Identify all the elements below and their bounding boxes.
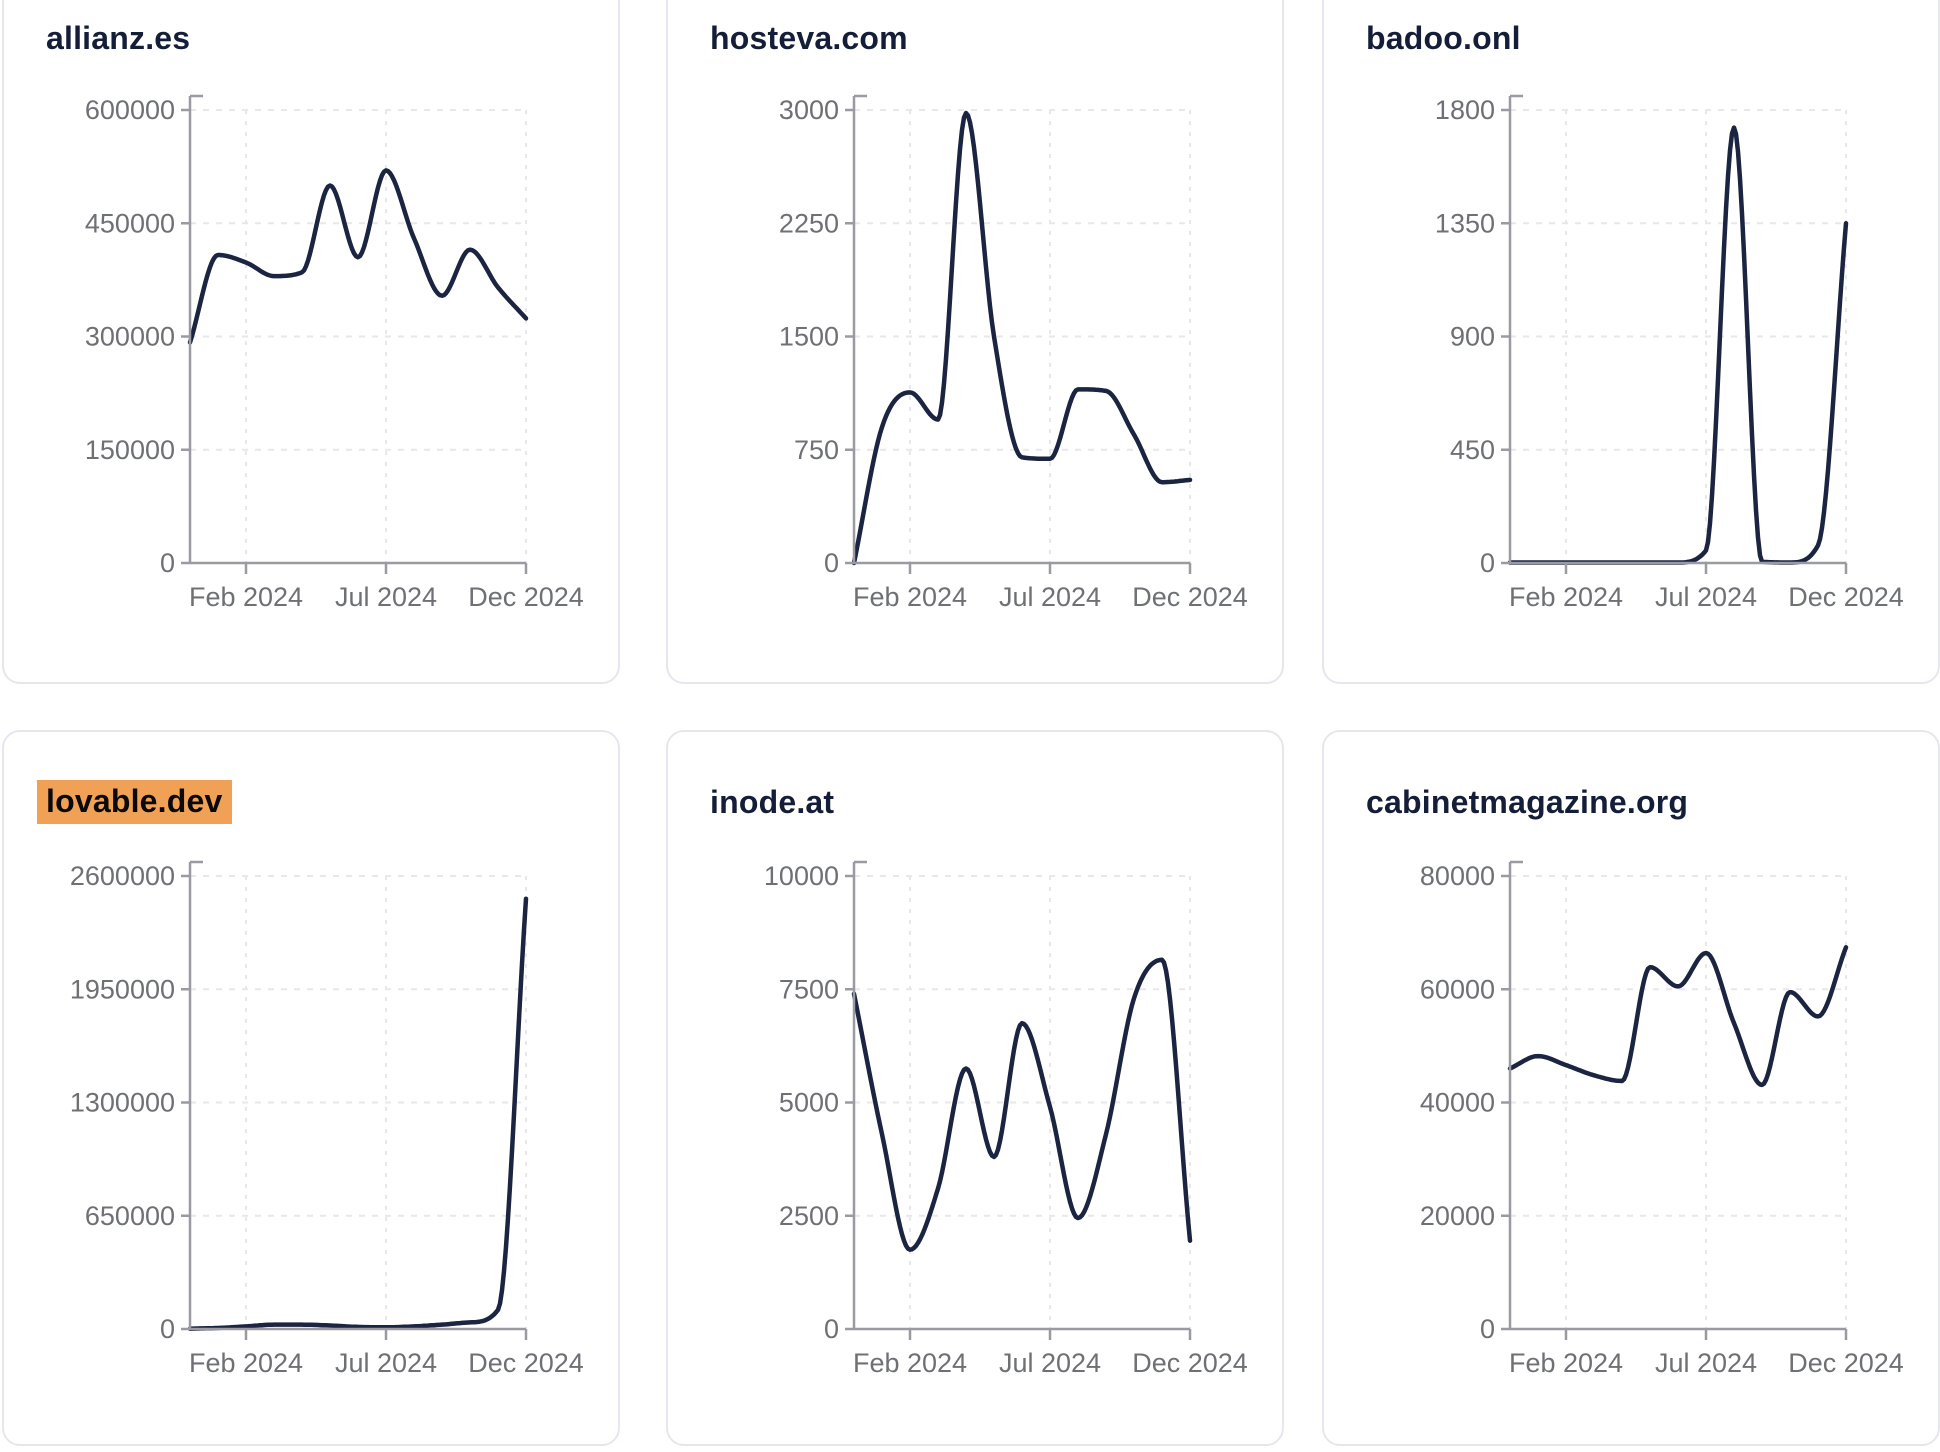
y-tick-label: 0 [1480, 1314, 1495, 1344]
y-tick-label: 60000 [1420, 974, 1495, 1004]
y-tick-label: 0 [160, 1314, 175, 1344]
y-tick-label: 600000 [85, 95, 175, 125]
chart-title: badoo.onl [1366, 20, 1521, 56]
y-tick-label: 1950000 [70, 974, 175, 1004]
x-tick-label: Feb 2024 [853, 1348, 967, 1378]
x-tick-label: Jul 2024 [999, 582, 1101, 612]
chart-title: allianz.es [46, 20, 191, 56]
x-tick-label: Jul 2024 [335, 582, 437, 612]
y-tick-label: 7500 [779, 974, 839, 1004]
y-tick-label: 40000 [1420, 1088, 1495, 1118]
y-tick-label: 750 [794, 435, 839, 465]
x-tick-label: Feb 2024 [1509, 1348, 1623, 1378]
y-tick-label: 1800 [1435, 95, 1495, 125]
y-tick-label: 900 [1450, 322, 1495, 352]
y-tick-label: 300000 [85, 322, 175, 352]
x-tick-label: Jul 2024 [1655, 582, 1757, 612]
line-chart: 2600000 1950000 1300000 650000 0 Feb 2024 Jul … [70, 860, 584, 1378]
x-tick-label: Feb 2024 [189, 582, 303, 612]
series-line [1507, 125, 1849, 565]
y-tick-label: 2600000 [70, 861, 175, 891]
y-tick-label: 0 [824, 1314, 839, 1344]
chart-title: inode.at [710, 784, 835, 820]
x-tick-label: Dec 2024 [1788, 1348, 1904, 1378]
y-tick-label: 1300000 [70, 1088, 175, 1118]
x-tick-label: Jul 2024 [999, 1348, 1101, 1378]
x-tick-label: Dec 2024 [1132, 582, 1248, 612]
y-tick-label: 450 [1450, 435, 1495, 465]
line-chart: 80000 60000 40000 20000 0 Feb 2024 Jul 2024 Dec… [1420, 860, 1904, 1378]
line-chart: 600000 450000 300000 150000 0 Feb 2024 Jul 202… [85, 94, 584, 612]
chart-card: allianz.es [2, 0, 620, 684]
y-tick-label: 80000 [1420, 861, 1495, 891]
y-tick-label: 3000 [779, 95, 839, 125]
y-tick-label: 0 [160, 548, 175, 578]
x-tick-label: Jul 2024 [335, 1348, 437, 1378]
x-tick-label: Dec 2024 [468, 1348, 584, 1378]
y-tick-label: 10000 [764, 861, 839, 891]
series-line [851, 957, 1193, 1252]
line-chart: 10000 7500 5000 2500 0 Feb 2024 Jul 2024 Dec 20… [764, 860, 1248, 1378]
y-tick-label: 0 [1480, 548, 1495, 578]
y-tick-label: 20000 [1420, 1201, 1495, 1231]
series-line [1507, 945, 1849, 1088]
chart-title: hosteva.com [710, 20, 908, 56]
line-chart: 1800 1350 900 450 0 Feb 2024 Jul 2024 Dec 2024 [1435, 94, 1904, 612]
y-tick-label: 1350 [1435, 208, 1495, 238]
line-chart: 3000 2250 1500 750 0 Feb 2024 Jul 2024 Dec 2024 [779, 94, 1248, 612]
x-tick-label: Dec 2024 [1132, 1348, 1248, 1378]
x-tick-label: Feb 2024 [1509, 582, 1623, 612]
y-tick-label: 150000 [85, 435, 175, 465]
y-tick-label: 450000 [85, 208, 175, 238]
x-tick-label: Dec 2024 [468, 582, 584, 612]
y-tick-label: 1500 [779, 322, 839, 352]
chart-card: hosteva.com [666, 0, 1284, 684]
y-tick-label: 2250 [779, 208, 839, 238]
chart-card: cabinetmagazine.org [1322, 730, 1940, 1446]
y-tick-label: 650000 [85, 1201, 175, 1231]
x-tick-label: Feb 2024 [853, 582, 967, 612]
series-line [187, 168, 529, 345]
y-tick-label: 5000 [779, 1088, 839, 1118]
y-tick-label: 2500 [779, 1201, 839, 1231]
x-tick-label: Jul 2024 [1655, 1348, 1757, 1378]
chart-title-highlighted: lovable.dev [37, 780, 232, 824]
chart-title: cabinetmagazine.org [1366, 784, 1689, 820]
y-tick-label: 0 [824, 548, 839, 578]
series-line [187, 896, 529, 1331]
x-tick-label: Feb 2024 [189, 1348, 303, 1378]
x-tick-label: Dec 2024 [1788, 582, 1904, 612]
series-line [851, 110, 1193, 566]
